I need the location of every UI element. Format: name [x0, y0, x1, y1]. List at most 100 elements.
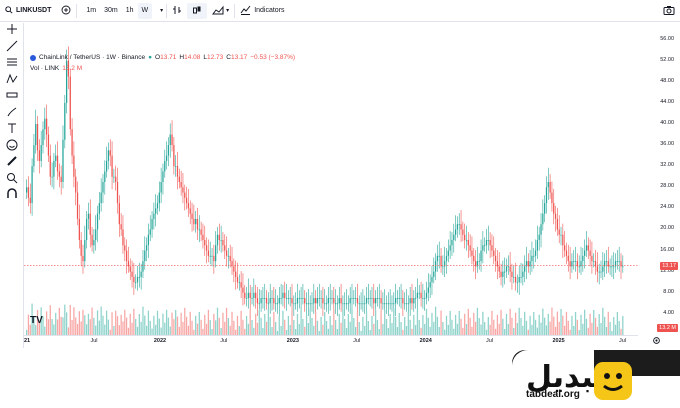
volume-bar	[240, 310, 242, 335]
candle-body	[233, 266, 235, 272]
volume-bar	[536, 327, 539, 335]
volume-bar	[467, 308, 469, 335]
candle-body	[434, 261, 437, 272]
candle-body	[38, 150, 40, 161]
pattern-tool[interactable]	[0, 73, 24, 90]
volume-bar	[215, 320, 217, 335]
candle-body	[533, 255, 535, 257]
candle-body	[287, 298, 290, 299]
prediction-tool[interactable]	[0, 89, 24, 106]
volume-bar	[329, 316, 331, 335]
candle-body	[195, 218, 197, 225]
candle-body	[204, 240, 206, 246]
brush-tool[interactable]	[0, 106, 24, 123]
volume-bar	[489, 324, 491, 335]
volume-bar	[127, 327, 130, 335]
volume-bar	[373, 323, 375, 335]
candle-body	[464, 234, 466, 241]
candle-body	[302, 298, 304, 299]
candle-body	[198, 229, 200, 231]
volume-bar	[125, 317, 128, 335]
fib-tool[interactable]	[0, 56, 24, 73]
time-axis[interactable]: 21 Jul 2022 Jul 2023 Jul 2024 Jul 2025 Jul	[24, 335, 638, 347]
candle-body	[469, 245, 471, 251]
price-axis[interactable]: 56.00 52.00 48.00 44.00 40.00 36.00 32.00 28.00…	[638, 23, 680, 335]
candle-body	[153, 213, 155, 219]
candle-body	[596, 266, 599, 272]
crosshair-tool[interactable]	[0, 23, 24, 40]
candles-style-button[interactable]	[187, 2, 208, 19]
legend-volume-row: Vol · LINK 13.2 M	[30, 63, 295, 74]
volume-bar	[76, 324, 79, 335]
timeframe-30m[interactable]: 30m	[104, 7, 118, 14]
volume-bar	[378, 329, 380, 335]
volume-bar	[40, 307, 42, 335]
camera-icon	[663, 5, 675, 17]
volume-bar	[547, 313, 549, 335]
indicators-button[interactable]: Indicators	[235, 0, 289, 22]
volume-bar	[136, 326, 139, 335]
volume-bar	[35, 325, 37, 335]
settings-button[interactable]	[646, 335, 666, 347]
volume-bar	[524, 311, 526, 335]
volume-bar	[107, 319, 110, 335]
volume-bar	[371, 316, 373, 335]
timeframe-group: 1m 30m 1h W	[77, 0, 157, 22]
price-chart[interactable]	[24, 23, 638, 335]
candle-body	[584, 250, 586, 256]
volume-bar	[200, 319, 202, 335]
zoom-tool[interactable]	[0, 172, 24, 189]
text-tool[interactable]	[0, 122, 24, 139]
candle-body	[36, 123, 39, 151]
volume-bar	[316, 320, 319, 335]
volume-bar	[420, 327, 422, 335]
volume-bar	[362, 317, 364, 335]
volume-bar	[187, 325, 190, 335]
timeframe-W[interactable]: W	[137, 2, 153, 19]
chevron-down-icon[interactable]: ▾	[160, 8, 164, 14]
candle-body	[53, 160, 55, 177]
magnet-tool[interactable]	[0, 188, 24, 205]
candle-body	[616, 261, 619, 262]
chart-type-button[interactable]: ▾	[207, 0, 234, 22]
candle-body	[125, 250, 128, 262]
volume-bar	[607, 311, 609, 335]
trendline-tool[interactable]	[0, 40, 24, 57]
candle-body	[218, 234, 220, 241]
candle-body	[236, 276, 239, 283]
emoji-tool[interactable]	[0, 139, 24, 156]
timeframe-1m[interactable]: 1m	[86, 7, 97, 14]
divider	[234, 3, 236, 18]
volume-bar	[193, 329, 195, 335]
candle-body	[364, 303, 366, 305]
candle-body	[242, 287, 244, 293]
candle-body	[522, 271, 524, 277]
candle-body	[278, 298, 280, 304]
candle-body	[514, 276, 517, 283]
bar-style-button[interactable]	[167, 0, 187, 22]
measure-tool[interactable]	[0, 155, 24, 172]
screenshot-button[interactable]	[658, 0, 680, 22]
candle-body	[200, 229, 202, 235]
volume-bar	[124, 309, 126, 335]
volume-bar	[360, 331, 362, 335]
candle-body	[142, 261, 144, 272]
candle-body	[576, 261, 579, 267]
candle-body	[91, 234, 93, 246]
volume-bar	[153, 315, 155, 335]
compare-button[interactable]	[56, 0, 76, 22]
volume-bar	[178, 326, 180, 335]
timeframe-1h[interactable]: 1h	[125, 7, 134, 14]
volume-bar	[429, 326, 431, 335]
volume-bar	[147, 310, 150, 335]
ruler-icon	[6, 88, 18, 106]
volume-bar	[584, 309, 586, 335]
price-change: −0.53 (−3.87%)	[250, 54, 296, 61]
candle-body	[320, 298, 322, 299]
symbol-search[interactable]: LINKUSDT	[0, 0, 56, 22]
volume-bar	[591, 322, 593, 335]
candle-body	[120, 224, 122, 230]
volume-bar	[440, 310, 442, 335]
volume-bar	[145, 325, 148, 335]
